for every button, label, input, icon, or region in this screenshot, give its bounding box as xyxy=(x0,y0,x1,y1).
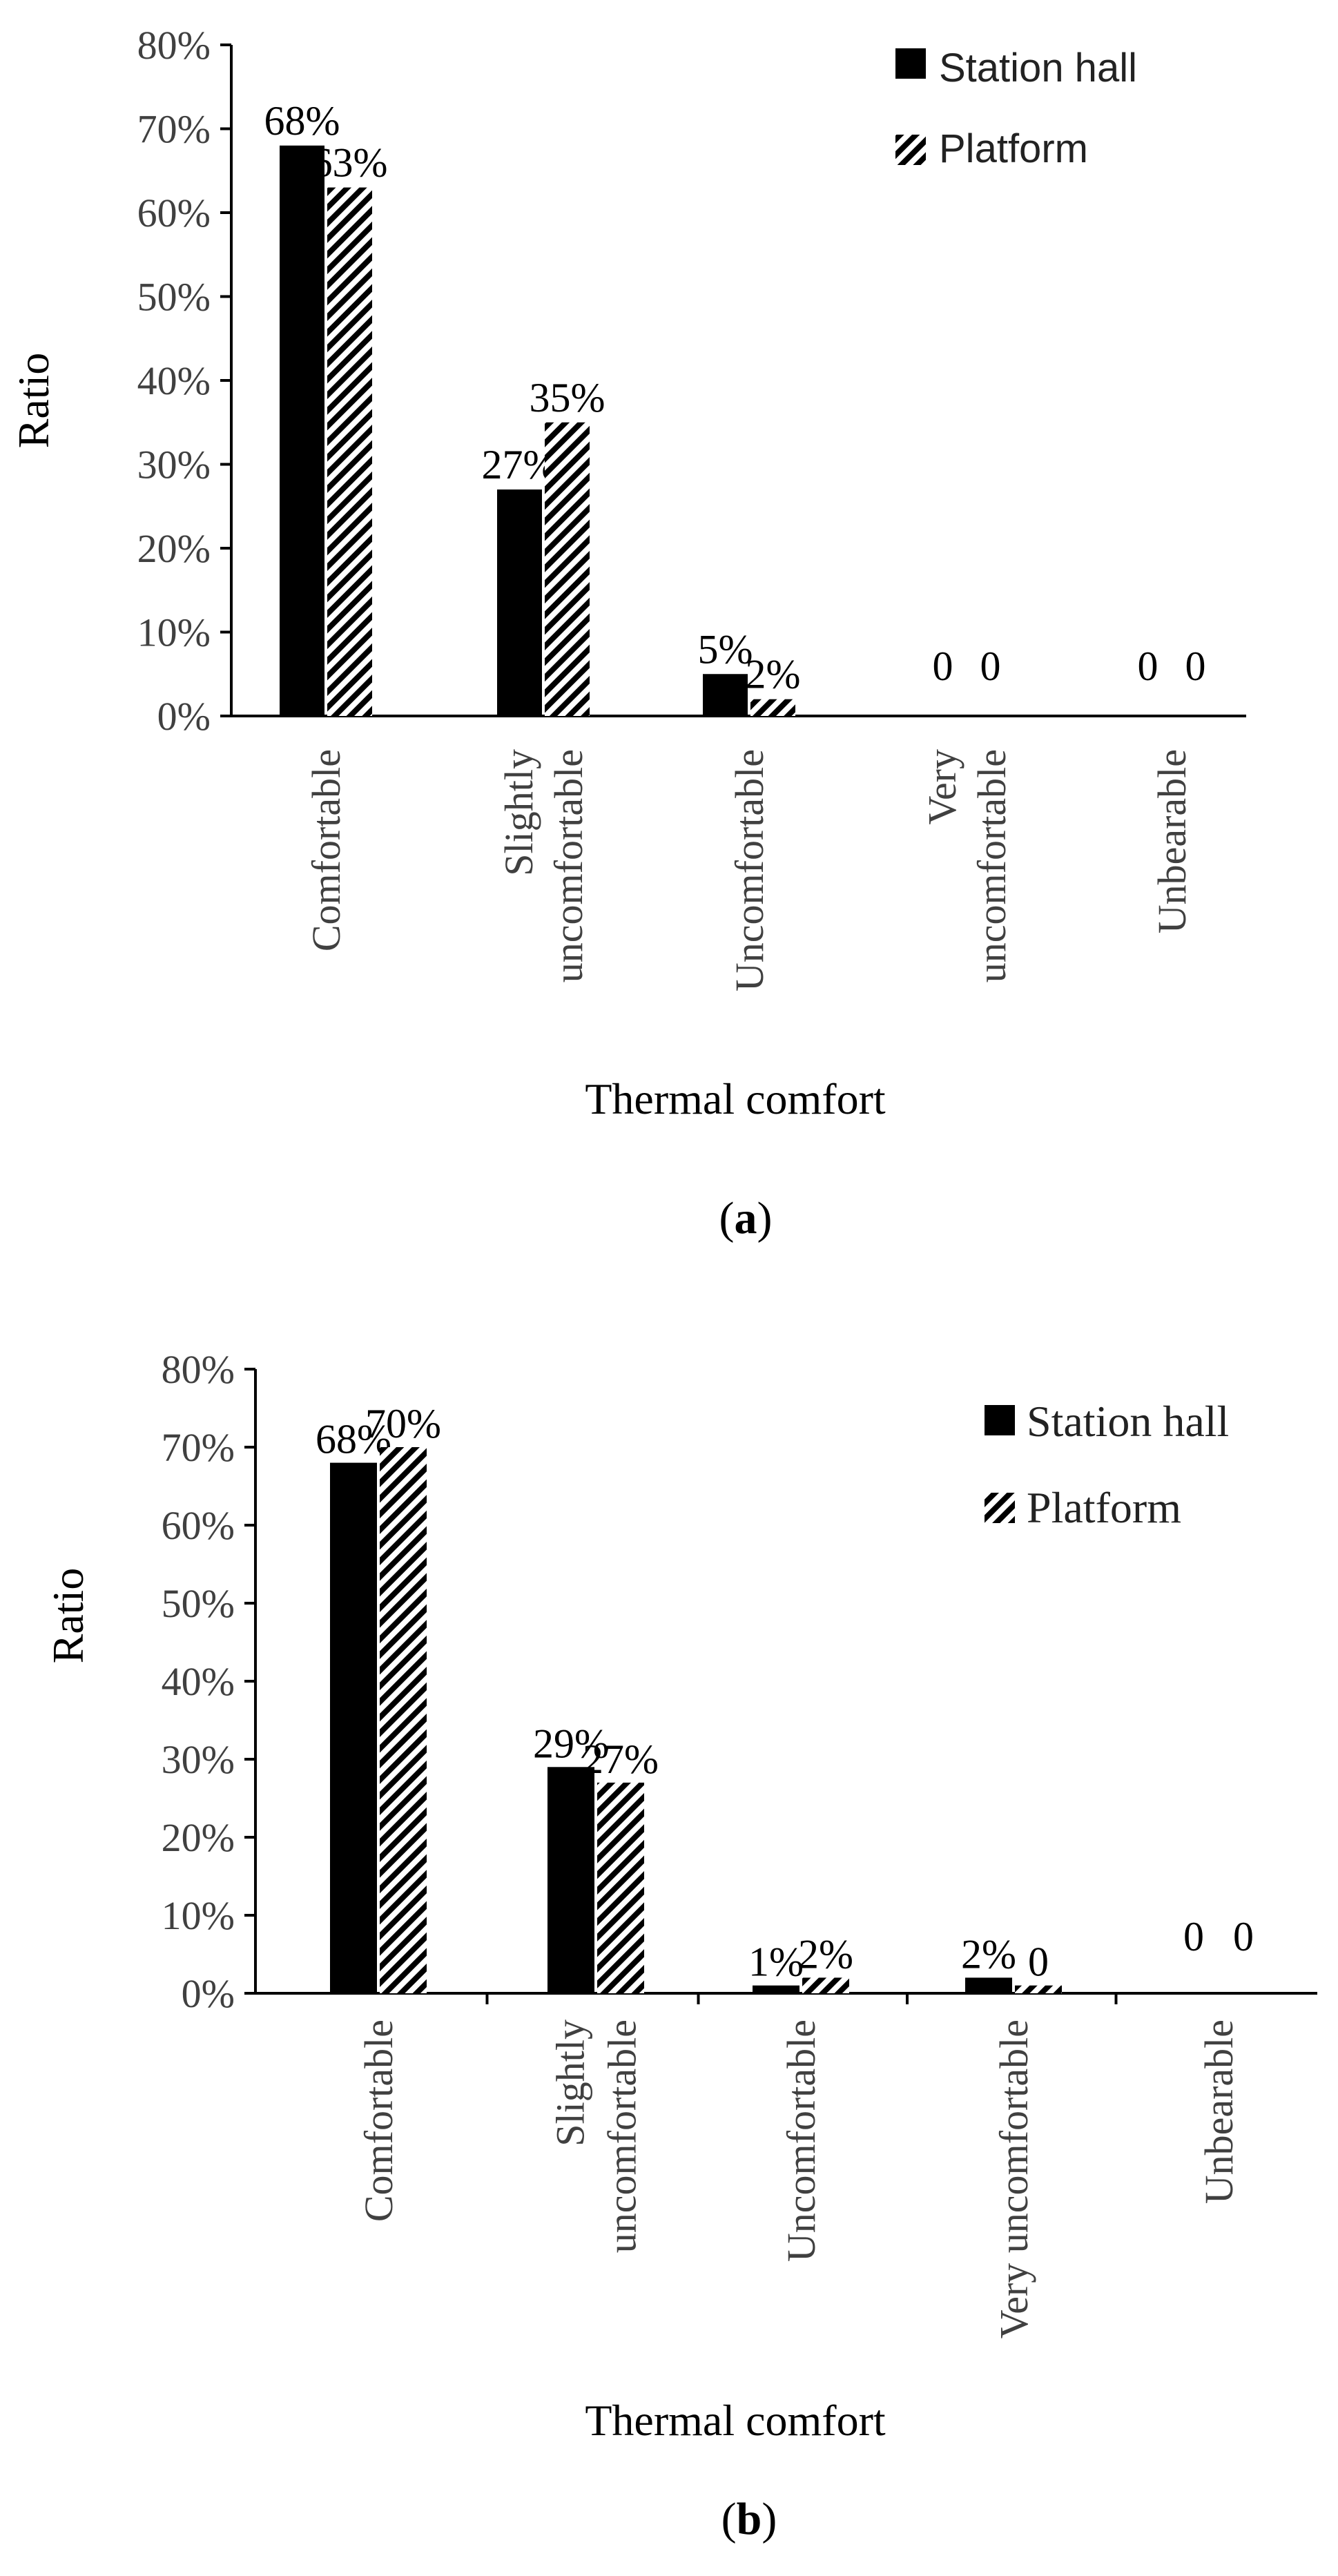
data-label: 63% xyxy=(312,140,388,186)
y-tick-label: 80% xyxy=(137,23,211,68)
bar-platform xyxy=(327,187,372,716)
bar-station-hall xyxy=(965,1977,1012,1993)
bar-station-hall xyxy=(547,1767,594,1993)
bar-station-hall xyxy=(280,145,324,717)
bar-platform xyxy=(1015,1985,1062,1993)
bar-platform xyxy=(380,1447,427,1993)
legend-label-platform: Platform xyxy=(1027,1483,1181,1532)
y-tick-label: 50% xyxy=(137,275,211,320)
chart-a: 0%10%20%30%40%50%60%70%80%68%27%5% 0 063%3… xyxy=(9,23,1246,1123)
category-label: Very uncomfortable xyxy=(991,2020,1036,2338)
data-label: 0 xyxy=(1028,1939,1049,1985)
category-label: Slightly uncomfortable xyxy=(548,2020,645,2253)
panel-label-b: (b) xyxy=(721,2494,777,2544)
legend-label-station-hall: Station hall xyxy=(939,46,1137,90)
y-tick-label: 20% xyxy=(137,526,211,571)
y-tick-label: 60% xyxy=(137,191,211,235)
chart-b: 0%10%20%30%40%50%60%70%80%68%29%1% 2% 070%… xyxy=(43,1347,1317,2445)
y-tick-label: 70% xyxy=(162,1425,235,1470)
x-axis-title: Thermal comfort xyxy=(585,2396,886,2445)
data-label: 1% xyxy=(748,1939,804,1985)
y-axis-title: Ratio xyxy=(9,353,58,449)
category-label: Very uncomfortable xyxy=(920,749,1014,982)
y-tick-label: 20% xyxy=(162,1815,235,1860)
data-label: 68% xyxy=(316,1417,391,1462)
data-label: 0 xyxy=(980,643,1001,689)
y-tick-label: 60% xyxy=(162,1503,235,1548)
data-label: 70% xyxy=(365,1401,441,1446)
bar-station-hall xyxy=(330,1462,377,1993)
legend-swatch-station-hall xyxy=(985,1405,1015,1435)
category-label: Unbearable xyxy=(1150,749,1194,933)
y-tick-label: 30% xyxy=(162,1737,235,1782)
category-label: Uncomfortable xyxy=(727,749,772,991)
category-label: Uncomfortable xyxy=(779,2020,824,2262)
data-label: 2% xyxy=(961,1931,1016,1977)
data-label: 0 xyxy=(933,643,953,689)
y-tick-label: 70% xyxy=(137,107,211,152)
data-label: 68% xyxy=(264,98,340,144)
data-label: 0 xyxy=(1183,1914,1204,1959)
bar-station-hall xyxy=(703,674,748,716)
legend-swatch-station-hall xyxy=(895,48,926,79)
data-label: 0 xyxy=(1138,643,1158,689)
bar-platform xyxy=(802,1977,849,1993)
x-axis-title: Thermal comfort xyxy=(585,1074,886,1123)
bar-platform xyxy=(597,1782,644,1993)
bar-station-hall xyxy=(497,489,542,716)
y-tick-label: 30% xyxy=(137,443,211,487)
data-label: 5% xyxy=(698,626,753,672)
y-tick-label: 10% xyxy=(137,610,211,655)
bar-platform xyxy=(750,699,795,716)
category-label: Comfortable xyxy=(304,749,349,951)
data-label: 2% xyxy=(798,1931,853,1977)
y-tick-label: 10% xyxy=(162,1893,235,1938)
data-label: 27% xyxy=(583,1736,659,1782)
y-tick-label: 80% xyxy=(162,1347,235,1392)
data-label: 0 xyxy=(1233,1914,1254,1959)
data-label: 29% xyxy=(533,1721,609,1766)
category-label: Unbearable xyxy=(1196,2020,1241,2204)
panel-label-a: (a) xyxy=(719,1193,773,1243)
bar-station-hall xyxy=(753,1985,799,1993)
bar-platform xyxy=(545,422,590,716)
y-axis-title: Ratio xyxy=(43,1568,93,1664)
data-label: 2% xyxy=(746,652,801,697)
y-tick-label: 0% xyxy=(182,1971,235,2016)
data-label: 0 xyxy=(1185,643,1206,689)
legend-label-platform: Platform xyxy=(939,126,1088,171)
y-tick-label: 40% xyxy=(162,1659,235,1704)
category-label: Slightly uncomfortable xyxy=(496,749,591,982)
data-label: 35% xyxy=(530,375,605,420)
y-tick-label: 0% xyxy=(157,694,211,739)
legend-swatch-platform xyxy=(895,135,926,165)
legend-label-station-hall: Station hall xyxy=(1027,1397,1229,1446)
y-tick-label: 40% xyxy=(137,358,211,403)
category-label: Comfortable xyxy=(356,2020,401,2222)
legend-swatch-platform xyxy=(985,1493,1015,1523)
y-tick-label: 50% xyxy=(162,1581,235,1626)
